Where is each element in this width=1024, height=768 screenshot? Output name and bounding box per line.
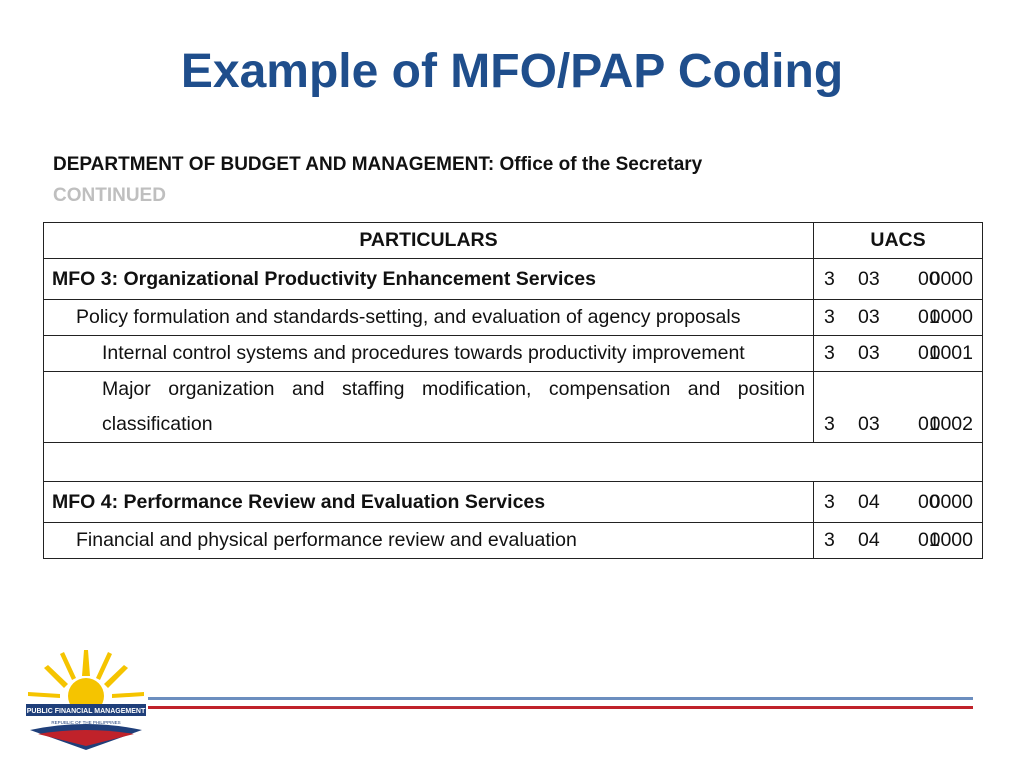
code: 0000 <box>929 529 973 551</box>
code: 3 <box>824 306 835 328</box>
particulars: Financial and physical performance revie… <box>43 522 814 559</box>
department: DEPARTMENT OF BUDGET AND MANAGEMENT: <box>53 154 495 175</box>
uacs: 3 04 01 0000 <box>813 522 983 559</box>
particulars: Internal control systems and procedures … <box>43 335 814 372</box>
empty-cell <box>43 442 983 482</box>
code: 03 <box>858 342 880 364</box>
code: 04 <box>858 491 880 513</box>
code: 0000 <box>929 306 973 328</box>
code: 01 <box>918 342 940 364</box>
row: Internal control systems and procedures … <box>43 335 983 372</box>
red-rule <box>148 706 973 709</box>
code: 01 <box>918 306 940 328</box>
uacs: 3 04 00 0000 <box>813 481 983 523</box>
slide-title: Example of MFO/PAP Coding <box>180 45 844 98</box>
code: 3 <box>824 491 835 513</box>
particulars: MFO 3: Organizational Productivity Enhan… <box>43 258 814 300</box>
office: Office of the Secretary <box>499 154 703 175</box>
uacs: 3 03 01 0000 <box>813 299 983 336</box>
code: 01 <box>918 529 940 551</box>
code: 0001 <box>929 342 973 364</box>
code: 0000 <box>929 491 973 513</box>
uacs: 3 03 01 0002 <box>813 371 983 443</box>
code: 3 <box>824 342 835 364</box>
code: 03 <box>858 268 880 290</box>
code: 3 <box>824 413 835 435</box>
code: 04 <box>858 529 880 551</box>
code: 3 <box>824 529 835 551</box>
header-cell: UACS <box>813 222 983 259</box>
code: 03 <box>858 413 880 435</box>
heading: DEPARTMENT OF BUDGET AND MANAGEMENT: Off… <box>53 154 702 176</box>
uacs: 3 03 01 0001 <box>813 335 983 372</box>
code: 0000 <box>929 268 973 290</box>
code: 0002 <box>929 413 973 435</box>
logo-name: PUBLIC FINANCIAL MANAGEMENT <box>27 708 146 715</box>
row: MFO 3: Organizational Productivity Enhan… <box>43 258 983 300</box>
logo: PUBLIC FINANCIAL MANAGEMENT REPUBLIC OF … <box>26 650 146 750</box>
logo-band <box>26 704 146 716</box>
row: Financial and physical performance revie… <box>43 522 983 559</box>
row: MFO 4: Performance Review and Evaluation… <box>43 481 983 523</box>
empty-row <box>43 442 983 482</box>
header-cell: PARTICULARS <box>43 222 814 259</box>
logo-base-red <box>38 730 134 746</box>
code: 01 <box>918 413 940 435</box>
blue-rule <box>148 697 973 700</box>
row: Policy formulation and standards-setting… <box>43 299 983 336</box>
code: 03 <box>858 306 880 328</box>
header-row: PARTICULARS UACS <box>43 222 983 259</box>
code: 00 <box>918 268 940 290</box>
row: Major organization and staffing modifica… <box>43 371 983 443</box>
particulars: Policy formulation and standards-setting… <box>43 299 814 336</box>
particulars: Major organization and staffing modifica… <box>43 371 814 443</box>
coding-table: PARTICULARS UACS MFO 3: Organizational Pr… <box>43 222 983 559</box>
code: 3 <box>824 268 835 290</box>
particulars: MFO 4: Performance Review and Evaluation… <box>43 481 814 523</box>
continued-note: CONTINUED <box>53 185 166 206</box>
code: 00 <box>918 491 940 513</box>
logo-country: REPUBLIC OF THE PHILIPPINES <box>51 720 120 725</box>
uacs: 3 03 00 0000 <box>813 258 983 300</box>
